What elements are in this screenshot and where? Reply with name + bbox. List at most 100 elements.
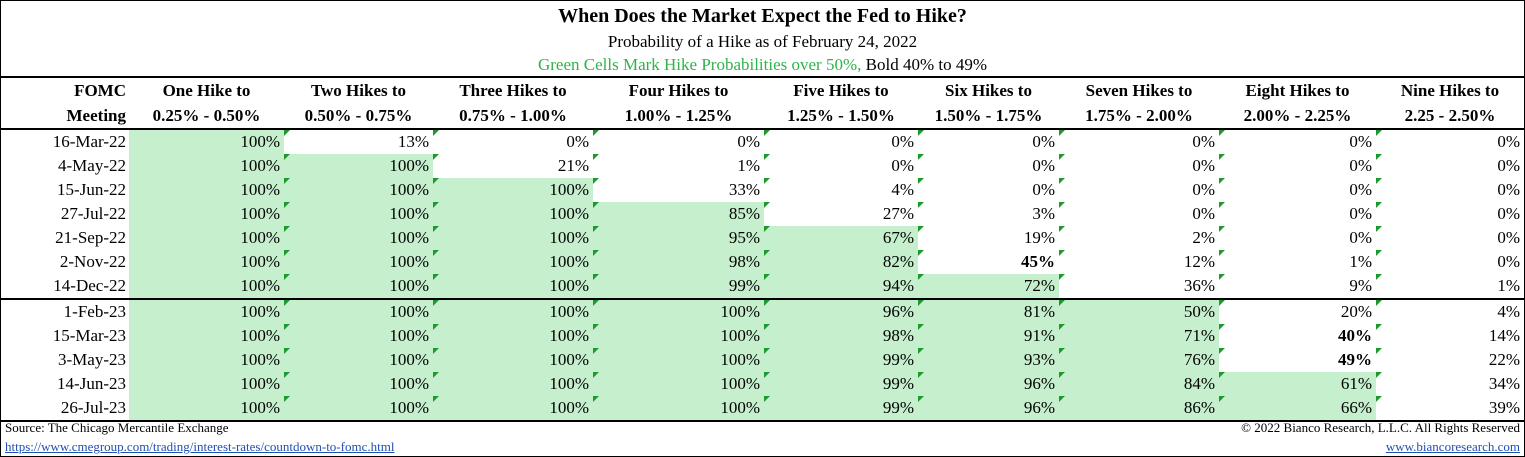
cell-marker: [1219, 372, 1225, 378]
cell-marker: [918, 324, 924, 330]
probability-cell: 100%: [593, 324, 764, 348]
cell-marker: [433, 226, 439, 232]
probability-cell: 100%: [129, 154, 284, 178]
cell-marker: [1376, 348, 1382, 354]
probability-cell: 100%: [284, 154, 433, 178]
meeting-date: 3-May-23: [58, 350, 126, 369]
cell-marker: [1059, 372, 1065, 378]
probability-cell: 19%: [918, 226, 1059, 250]
meeting-date: 1-Feb-23: [1, 298, 129, 324]
probability-cell: 100%: [129, 372, 284, 396]
cell-marker: [1219, 202, 1225, 208]
column-header: 0.50% - 0.75%: [284, 103, 433, 130]
header-row: Meeting 0.25% - 0.50% 0.50% - 0.75% 0.75% -…: [1, 103, 1524, 130]
cell-marker: [918, 274, 924, 280]
probability-cell: 4%: [1376, 298, 1524, 324]
probability-cell: 66%: [1219, 396, 1376, 422]
cell-marker: [433, 130, 439, 136]
source-link[interactable]: https://www.cmegroup.com/trading/interes…: [5, 439, 395, 454]
cell-marker: [284, 178, 290, 184]
column-header: Seven Hikes to: [1059, 76, 1219, 103]
meeting-date: 14-Dec-22: [53, 276, 126, 295]
probability-cell: 0%: [1219, 154, 1376, 178]
column-header: 1.50% - 1.75%: [918, 103, 1059, 130]
meeting-date: 4-May-22: [58, 156, 126, 175]
cell-marker: [1376, 372, 1382, 378]
cell-marker: [1219, 130, 1225, 136]
probability-cell: 100%: [129, 396, 284, 422]
cell-marker: [764, 226, 770, 232]
website-link[interactable]: www.biancoresearch.com: [1385, 439, 1520, 454]
cell-marker: [593, 130, 599, 136]
probability-cell: 100%: [284, 348, 433, 372]
column-header: 1.00% - 1.25%: [593, 103, 764, 130]
probability-cell: 45%: [918, 250, 1059, 274]
probability-cell: 82%: [764, 250, 918, 274]
probability-cell: 20%: [1219, 298, 1376, 324]
column-header: Nine Hikes to: [1376, 76, 1524, 103]
column-header: 1.75% - 2.00%: [1059, 103, 1219, 130]
cell-marker: [284, 348, 290, 354]
cell-marker: [918, 130, 924, 136]
cell-marker: [918, 154, 924, 160]
cell-marker: [593, 372, 599, 378]
probability-cell: 100%: [129, 250, 284, 274]
probability-cell: 100%: [433, 178, 593, 202]
cell-marker: [593, 250, 599, 256]
column-header: Three Hikes to: [433, 76, 593, 103]
title: When Does the Market Expect the Fed to H…: [558, 5, 967, 27]
meeting-date: 21-Sep-22: [55, 228, 126, 247]
note-green: Green Cells Mark Hike Probabilities over…: [537, 55, 862, 74]
cell-marker: [1376, 178, 1382, 184]
cell-marker: [1219, 348, 1225, 354]
probability-cell: 0%: [1376, 250, 1524, 274]
cell-marker: [433, 324, 439, 330]
cell-marker: [1219, 274, 1225, 280]
probability-cell: 100%: [433, 202, 593, 226]
cell-marker: [284, 300, 290, 306]
probability-table: FOMC One Hike to Two Hikes to Three Hikes t…: [1, 76, 1524, 422]
probability-cell: 72%: [918, 274, 1059, 299]
meeting-date: 26-Jul-23: [1, 396, 129, 422]
cell-marker: [1059, 396, 1065, 402]
probability-cell: 1%: [1376, 274, 1524, 299]
column-header: Six Hikes to: [918, 76, 1059, 103]
subtitle: Probability of a Hike as of February 24,…: [607, 32, 918, 51]
cell-marker: [1059, 226, 1065, 232]
probability-cell: 100%: [433, 250, 593, 274]
cell-marker: [918, 396, 924, 402]
column-header: Two Hikes to: [284, 76, 433, 103]
meeting-date: 14-Jun-23: [57, 374, 126, 393]
meeting-date: 15-Mar-23: [52, 326, 126, 345]
cell-marker: [1059, 348, 1065, 354]
probability-cell: 100%: [593, 396, 764, 422]
cell-marker: [918, 226, 924, 232]
data-row: 26-Jul-23 100% 100% 100% 100% 99% 96% 86% 66% 39%: [1, 396, 1524, 422]
data-row: 27-Jul-22 100% 100% 100% 85% 27% 3% 0% 0% 0%: [1, 202, 1524, 226]
column-header: 2.25 - 2.50%: [1376, 103, 1524, 130]
cell-marker: [764, 274, 770, 280]
cell-marker: [918, 250, 924, 256]
cell-marker: [284, 130, 290, 136]
cell-marker: [1376, 396, 1382, 402]
probability-cell: 0%: [1059, 129, 1219, 154]
note-bold: Bold 40% to 49%: [861, 55, 987, 74]
probability-cell: 50%: [1059, 298, 1219, 324]
cell-marker: [593, 348, 599, 354]
cell-marker: [1376, 324, 1382, 330]
cell-marker: [1059, 274, 1065, 280]
cell-marker: [918, 178, 924, 184]
probability-cell: 36%: [1059, 274, 1219, 299]
cell-marker: [1376, 226, 1382, 232]
probability-cell: 0%: [1376, 129, 1524, 154]
cell-marker: [433, 154, 439, 160]
cell-marker: [1376, 274, 1382, 280]
probability-cell: 99%: [764, 396, 918, 422]
column-header: Eight Hikes to: [1219, 76, 1376, 103]
cell-marker: [1219, 154, 1225, 160]
cell-marker: [764, 396, 770, 402]
probability-cell: 12%: [1059, 250, 1219, 274]
probability-cell: 67%: [764, 226, 918, 250]
probability-cell: 100%: [129, 348, 284, 372]
probability-cell: 0%: [1376, 226, 1524, 250]
